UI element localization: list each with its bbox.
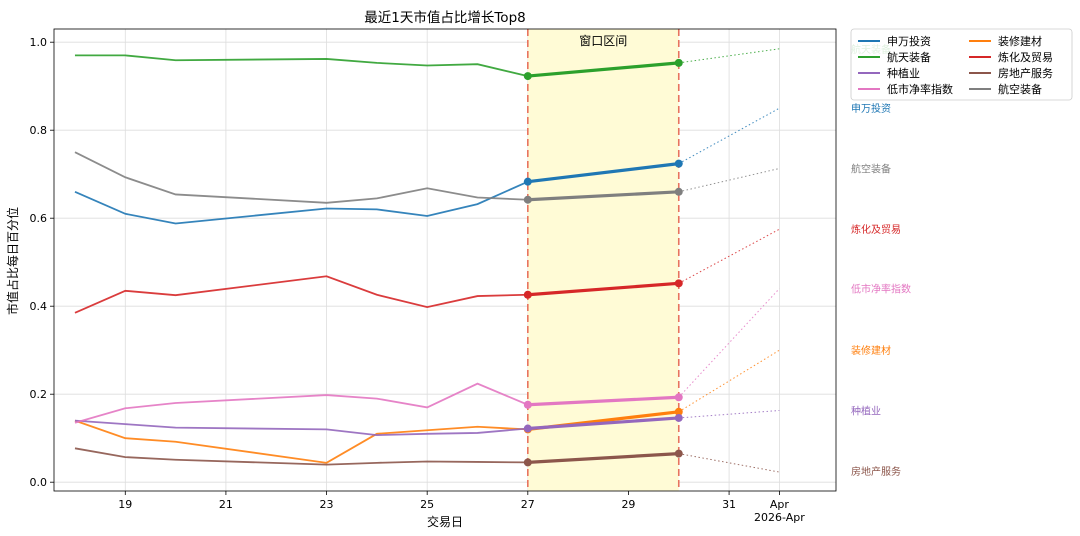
series-line	[74, 151, 528, 204]
series-line	[74, 419, 528, 437]
series-window-line	[527, 395, 679, 407]
series-window-start-point	[523, 458, 532, 467]
legend-label: 航空装备	[998, 82, 1042, 96]
x-tick-label: 31	[722, 498, 736, 511]
series-window-start-point	[523, 177, 532, 186]
y-tick-label: 0.6	[30, 212, 48, 225]
series-line	[74, 180, 529, 225]
legend-box	[850, 28, 1073, 101]
y-tick-label: 0.8	[30, 124, 48, 137]
grid-layer	[54, 29, 836, 491]
x-tick-label: 23	[320, 498, 334, 511]
x-tick-label: 27	[521, 498, 535, 511]
series-projection	[678, 48, 780, 64]
axes-layer	[53, 28, 837, 492]
chart-title: 最近1天市值占比增长Top8	[364, 9, 525, 26]
end-labels-layer: 航天装备申万投资航空装备炼化及贸易低市净率指数装修建材种植业房地产服务	[851, 43, 911, 478]
series-window-start-point	[523, 424, 532, 433]
y-tick-label: 0.0	[30, 476, 48, 489]
y-axis-label: 市值占比每日百分位	[5, 207, 20, 315]
end-label: 低市净率指数	[851, 283, 911, 296]
x-tick-label: 2026-Apr	[754, 511, 805, 524]
series-projection	[678, 409, 780, 419]
ticks-layer: 0.0 0.2 0.4 0.6 0.8 1.0 19 21 23 25 27 29 31 Apr2026-…	[30, 36, 806, 524]
end-label: 航空装备	[851, 162, 891, 175]
series-window-line	[527, 190, 679, 202]
x-tick-label: 21	[219, 498, 233, 511]
x-tick-label: 25	[420, 498, 434, 511]
series-line	[74, 382, 529, 424]
series-window-line	[527, 61, 679, 78]
series-window-start-point	[523, 72, 532, 81]
y-tick-label: 0.4	[30, 300, 48, 313]
series-window-start-point	[523, 400, 532, 409]
series-window-end-point	[674, 58, 683, 67]
legend-label: 房地产服务	[998, 66, 1053, 80]
x-tick-label: 29	[621, 498, 635, 511]
series-line	[74, 54, 529, 77]
legend-label: 低市净率指数	[887, 82, 953, 96]
series-window-line	[527, 416, 679, 431]
series-window-start-point	[523, 290, 532, 299]
window-label: 窗口区间	[579, 34, 627, 48]
end-label: 装修建材	[851, 344, 891, 357]
end-label: 炼化及贸易	[851, 223, 901, 236]
x-tick-label: Apr	[770, 498, 790, 511]
series-window-line	[527, 281, 679, 297]
series-projection	[678, 288, 780, 398]
y-tick-label: 1.0	[30, 36, 48, 49]
legend-label: 装修建材	[998, 34, 1042, 48]
series-window-line	[527, 162, 679, 184]
legend-label: 航天装备	[887, 50, 931, 64]
series-window-start-point	[523, 195, 532, 204]
plot-frame	[53, 28, 837, 492]
legend-label: 申万投资	[887, 34, 931, 48]
x-axis-label: 交易日	[427, 514, 463, 529]
y-tick-label: 0.2	[30, 388, 48, 401]
series-projection	[678, 167, 780, 193]
series-line	[74, 275, 528, 314]
series-window-line	[527, 452, 679, 464]
series-line	[74, 419, 528, 464]
legend-label: 种植业	[887, 66, 920, 80]
series-projection	[678, 228, 780, 284]
series-line	[74, 447, 528, 466]
end-label: 房地产服务	[851, 465, 901, 478]
series-projection	[678, 107, 780, 165]
legend-label: 炼化及贸易	[998, 50, 1053, 64]
series-projection	[678, 453, 780, 473]
series-layer	[74, 48, 780, 473]
end-label: 申万投资	[851, 102, 891, 115]
x-tick-label: 19	[118, 498, 132, 511]
end-label: 种植业	[851, 404, 881, 417]
